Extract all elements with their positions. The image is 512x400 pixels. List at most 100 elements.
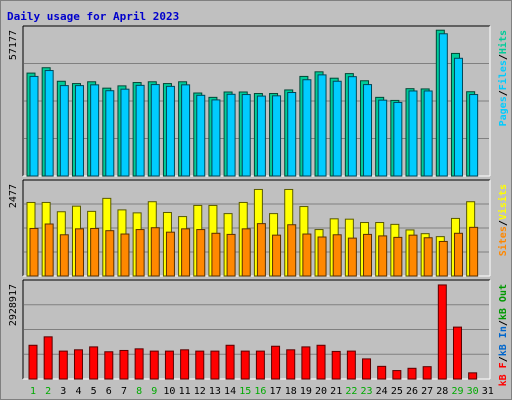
- legend-entry: Sites: [497, 226, 509, 256]
- bar-pages: [272, 95, 282, 177]
- bar-sites: [256, 223, 266, 277]
- legend-separator: /: [498, 320, 509, 326]
- legend: Sites/Visits: [497, 184, 509, 256]
- legend-entry: Visits: [497, 184, 509, 220]
- bar-kb-f: [362, 358, 372, 380]
- x-axis-day-label: 10: [163, 386, 175, 397]
- bar-sites: [165, 231, 175, 277]
- bar-pages: [287, 92, 297, 177]
- x-axis-day-label: 15: [239, 386, 251, 397]
- x-axis-day-label: 23: [360, 386, 372, 397]
- x-axis-day-label: 21: [330, 386, 342, 397]
- x-axis-day-label: 30: [467, 386, 479, 397]
- bar-kb-f: [89, 346, 99, 380]
- x-axis-day-label: 22: [345, 386, 357, 397]
- bar-sites: [378, 235, 388, 277]
- bar-sites: [44, 223, 54, 277]
- bar-pages: [241, 94, 251, 177]
- bar-sites: [90, 227, 100, 277]
- bar-pages: [256, 95, 266, 177]
- bar-sites: [423, 237, 433, 277]
- bar-sites: [302, 233, 312, 277]
- x-axis-day-label: 8: [136, 386, 142, 397]
- x-axis-day-label: 4: [75, 386, 81, 397]
- bar-pages: [211, 99, 221, 177]
- x-axis-day-label: 11: [179, 386, 191, 397]
- chart-title: Daily usage for April 2023: [7, 10, 180, 23]
- legend-entry: kB Out: [498, 284, 509, 320]
- legend-entry: Pages: [498, 96, 509, 126]
- bar-kb-f: [149, 350, 159, 380]
- bar-pages: [317, 74, 327, 177]
- bar-pages: [363, 84, 373, 177]
- bar-kb-f: [468, 372, 478, 380]
- bar-sites: [469, 226, 479, 277]
- bar-sites: [272, 234, 282, 277]
- bar-kb-f: [331, 350, 341, 380]
- bar-pages: [226, 93, 236, 177]
- bar-pages: [90, 84, 100, 177]
- bar-pages: [408, 90, 418, 177]
- x-axis-day-label: 29: [451, 386, 463, 397]
- bar-sites: [211, 232, 221, 277]
- bar-sites: [120, 233, 130, 277]
- bar-kb-f: [104, 351, 114, 380]
- bar-pages: [453, 57, 463, 177]
- bar-pages: [469, 94, 479, 177]
- y-axis-max-label: 2477: [8, 184, 19, 208]
- legend: kB F/kB In/kB Out: [498, 284, 509, 386]
- bar-sites: [150, 227, 160, 277]
- bar-kb-f: [28, 344, 38, 380]
- x-axis-day-label: 9: [151, 386, 157, 397]
- bar-pages: [302, 79, 312, 177]
- bar-kb-f: [271, 345, 281, 380]
- bar-pages: [438, 33, 448, 177]
- bar-pages: [165, 85, 175, 177]
- bar-kb-f: [73, 349, 83, 380]
- legend-entry: kB F: [498, 362, 509, 386]
- bar-sites: [438, 240, 448, 277]
- legend-entry: Files: [497, 60, 509, 90]
- bar-sites: [363, 233, 373, 277]
- bar-pages: [378, 99, 388, 177]
- bar-sites: [317, 236, 327, 277]
- bar-kb-f: [195, 350, 205, 380]
- legend-entry: Hits: [497, 30, 509, 54]
- x-axis-day-label: 13: [209, 386, 221, 397]
- bar-kb-f: [377, 365, 387, 380]
- bar-sites: [226, 233, 236, 277]
- bar-kb-f: [437, 284, 447, 380]
- x-axis-day-label: 1: [30, 386, 36, 397]
- x-axis-day-label: 25: [391, 386, 403, 397]
- x-axis-day-label: 17: [270, 386, 282, 397]
- bar-pages: [196, 94, 206, 177]
- bar-sites: [408, 234, 418, 277]
- bar-kb-f: [422, 366, 432, 380]
- bar-sites: [29, 227, 39, 277]
- x-axis-day-label: 24: [376, 386, 388, 397]
- x-axis-day-label: 6: [106, 386, 112, 397]
- x-axis-day-label: 12: [194, 386, 206, 397]
- legend-separator: /: [498, 220, 509, 226]
- bar-kb-f: [58, 350, 68, 380]
- bar-pages: [181, 84, 191, 177]
- bar-sites: [135, 229, 145, 277]
- bar-sites: [453, 232, 463, 277]
- bar-kb-f: [119, 349, 129, 380]
- bar-pages: [393, 101, 403, 177]
- bar-kb-f: [392, 370, 402, 380]
- bar-kb-f: [346, 350, 356, 380]
- bar-pages: [135, 84, 145, 177]
- x-axis-day-label: 26: [406, 386, 418, 397]
- legend: Pages/Files/Hits: [497, 30, 509, 126]
- bar-sites: [181, 228, 191, 277]
- bar-sites: [347, 237, 357, 277]
- x-axis-day-label: 14: [224, 386, 236, 397]
- bar-sites: [59, 234, 69, 277]
- bar-kb-f: [134, 348, 144, 380]
- bar-kb-f: [225, 344, 235, 380]
- legend-separator: /: [498, 90, 509, 96]
- bar-pages: [120, 88, 130, 177]
- bar-sites: [74, 228, 84, 277]
